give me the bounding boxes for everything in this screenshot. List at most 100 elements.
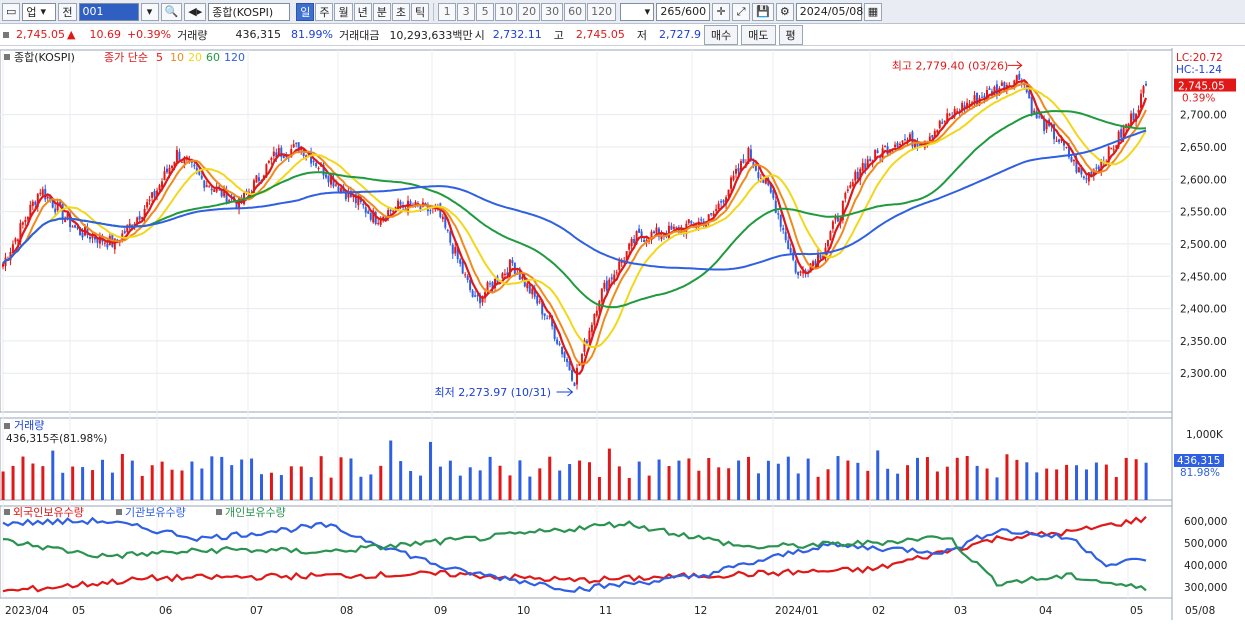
candle-body (988, 88, 991, 90)
candle-body (178, 151, 181, 162)
volume-bar (389, 440, 393, 500)
candle-body (1067, 146, 1070, 158)
chart-area[interactable]: 2,700.00 2,650.00 2,600.00 2,550.00 2,500.00… (0, 48, 1245, 622)
candle-body (1030, 97, 1033, 114)
volume-bar (1114, 476, 1118, 500)
candle-body (464, 274, 467, 276)
period-tab-5[interactable]: 초 (391, 2, 410, 21)
candle-body (732, 175, 735, 180)
code-dropdown-icon[interactable]: ▾ (140, 2, 159, 21)
volume-bar (637, 461, 641, 500)
volume-bar (210, 456, 214, 500)
candle-body (715, 209, 718, 211)
interval-tab-60[interactable]: 60 (564, 2, 587, 21)
interval-tab-30[interactable]: 30 (541, 2, 564, 21)
period-tab-0[interactable]: 일 (296, 2, 315, 21)
volume-bar (597, 476, 601, 500)
interval-tab-5[interactable]: 5 (476, 2, 495, 21)
candle-body (138, 215, 141, 220)
candle-body (1018, 73, 1021, 80)
candle-body (593, 314, 596, 326)
market-select[interactable]: 업 ▾ (22, 2, 57, 21)
volume-bar (1035, 472, 1039, 500)
candle-body (856, 171, 859, 179)
candle-body (34, 201, 37, 205)
interval-tab-20[interactable]: 20 (518, 2, 541, 21)
candle-body (566, 358, 569, 363)
stock-chart[interactable]: 2,700.00 2,650.00 2,600.00 2,550.00 2,500.00… (0, 48, 1245, 622)
candle-body (846, 189, 849, 192)
candle-body (896, 142, 899, 147)
period-tab-2[interactable]: 월 (334, 2, 353, 21)
layout-icon[interactable]: ▭ (2, 2, 21, 21)
candle-body (650, 231, 653, 240)
candle-body (372, 210, 375, 223)
candle-body (446, 230, 449, 232)
candle-body (769, 183, 772, 193)
candle-body (831, 221, 834, 229)
current-price: 2,745.05 (16, 28, 65, 41)
price-tick-label: 2,600.00 (1180, 174, 1227, 186)
candle-body (1013, 80, 1016, 86)
candle-body (466, 276, 469, 280)
buy-button[interactable]: 매수 (704, 24, 739, 45)
volume-bar (379, 465, 383, 500)
candle-body (894, 144, 897, 148)
calendar-icon[interactable]: ▦ (863, 2, 883, 21)
volume-bar (985, 468, 989, 500)
open-value: 2,732.11 (492, 28, 542, 41)
period-tab-6[interactable]: 틱 (410, 2, 430, 21)
volume-bar (359, 476, 363, 500)
volume-bar (697, 470, 701, 500)
period-tab-3[interactable]: 년 (353, 2, 372, 21)
candle-body (580, 353, 583, 364)
interval-tab-120[interactable]: 120 (587, 2, 617, 21)
candle-body (717, 203, 720, 210)
interval-tab-10[interactable]: 10 (495, 2, 518, 21)
volume-bar (906, 465, 910, 500)
candle-body (963, 105, 966, 110)
candle-body (1035, 111, 1038, 119)
period-tab-1[interactable]: 주 (315, 2, 334, 21)
candle-body (1142, 86, 1145, 94)
candle-body (1075, 157, 1078, 173)
volume-bar (428, 441, 432, 500)
evaluation-button[interactable]: 평 (778, 24, 803, 45)
gear-icon[interactable]: ⚙ (775, 2, 794, 21)
interval-select[interactable]: ▾ (620, 2, 655, 21)
period-tab-4[interactable]: 분 (372, 2, 391, 21)
candle-body (1055, 140, 1058, 142)
crosshair-icon[interactable]: ✛ (712, 2, 731, 21)
volume-bar (150, 465, 154, 500)
draw-tool-icon[interactable]: ⤢ (732, 2, 751, 21)
candle-body (486, 282, 489, 292)
price-tick-label: 2,650.00 (1180, 142, 1227, 154)
search-icon[interactable]: 🔍 (160, 2, 183, 21)
volume-bar (667, 466, 671, 500)
candle-body (1140, 93, 1143, 109)
code-input[interactable]: 001 (78, 2, 139, 21)
candle-body (568, 361, 571, 371)
candle-body (752, 162, 755, 167)
interval-tab-3[interactable]: 3 (457, 2, 476, 21)
prev-button[interactable]: 전 (58, 2, 77, 21)
count-field[interactable]: 265/600 (656, 2, 711, 21)
holding-legend-2: 개인보유수량 (225, 506, 286, 519)
candle-body (794, 261, 797, 273)
sound-icon[interactable]: ◀▸ (184, 2, 207, 21)
interval-tab-1[interactable]: 1 (438, 2, 457, 21)
volume-bar (707, 458, 711, 500)
candle-body (419, 207, 422, 210)
date-field[interactable]: 2024/05/08 (795, 2, 863, 21)
candle-body (1107, 146, 1110, 163)
x-tick-label: 12 (694, 605, 707, 617)
candle-body (61, 203, 64, 220)
volume-bar (31, 463, 35, 500)
candle-body (737, 168, 740, 172)
sell-button[interactable]: 매도 (741, 24, 776, 45)
candle-body (953, 109, 956, 117)
save-icon[interactable]: 💾 (752, 2, 774, 21)
x-tick-label: 04 (1039, 605, 1053, 617)
candle-body (394, 207, 397, 210)
x-tick-label: 08 (340, 605, 353, 617)
